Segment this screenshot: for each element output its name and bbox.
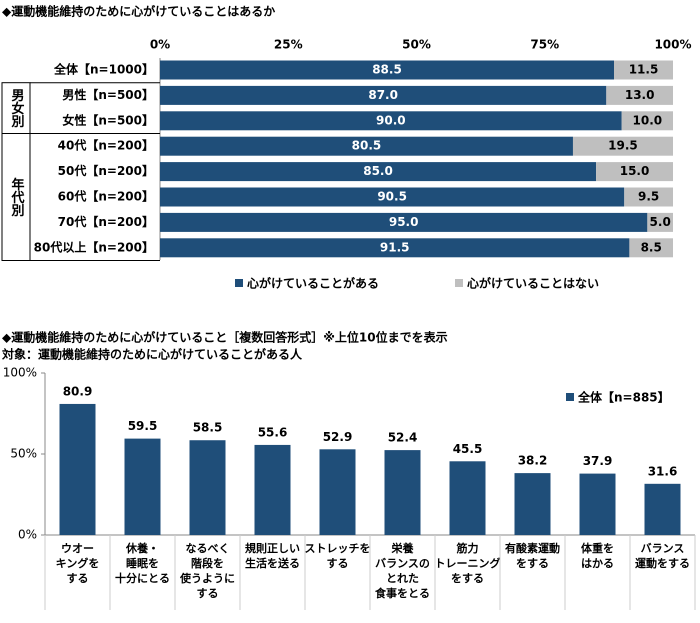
bar bbox=[189, 440, 226, 535]
chart-subtitle: 対象：運動機能維持のために心がけていることがある人 bbox=[1, 347, 303, 362]
value-label: 90.5 bbox=[377, 190, 407, 204]
value-label: 31.6 bbox=[648, 464, 678, 478]
y-tick-label: 女性【n=500】 bbox=[62, 112, 154, 127]
chart-title: ◆運動機能維持のために心がけていることはあるか bbox=[2, 4, 275, 19]
bar bbox=[644, 483, 681, 535]
value-label: 87.0 bbox=[368, 88, 398, 102]
bar bbox=[59, 403, 96, 535]
y-tick-label: 男性【n=500】 bbox=[62, 87, 154, 102]
bar bbox=[254, 444, 291, 535]
bar-segment bbox=[647, 212, 673, 232]
value-label: 15.0 bbox=[620, 164, 650, 178]
value-label: 55.6 bbox=[258, 425, 288, 439]
value-label: 52.9 bbox=[323, 430, 353, 444]
bar-segment bbox=[160, 238, 630, 258]
bar bbox=[449, 461, 486, 535]
x-tick-label: 75% bbox=[530, 38, 559, 52]
bar-segment bbox=[621, 111, 673, 131]
x-tick-label: なるべく階段を使うようにする bbox=[179, 542, 235, 600]
value-label: 13.0 bbox=[625, 88, 655, 102]
x-tick-label: 体重をはかる bbox=[581, 541, 614, 570]
x-tick-label: 25% bbox=[274, 38, 303, 52]
value-label: 5.0 bbox=[650, 215, 671, 229]
value-label: 52.4 bbox=[388, 431, 418, 445]
bar bbox=[124, 438, 161, 535]
x-tick-label: 筋力トレーニングをする bbox=[435, 541, 501, 585]
bar-segment bbox=[606, 85, 673, 105]
y-tick-label: 100% bbox=[3, 366, 37, 380]
x-tick-label: バランス運動をする bbox=[635, 542, 690, 570]
y-tick-label: 70代【n=200】 bbox=[58, 214, 154, 229]
value-label: 91.5 bbox=[380, 240, 410, 254]
value-label: 37.9 bbox=[583, 454, 613, 468]
bar-segment bbox=[624, 187, 673, 207]
legend-swatch bbox=[455, 279, 463, 287]
bar-segment bbox=[160, 136, 573, 156]
value-label: 8.5 bbox=[641, 240, 662, 254]
value-label: 11.5 bbox=[629, 63, 659, 77]
x-tick-label: ウオーキングをする bbox=[56, 542, 100, 585]
value-label: 45.5 bbox=[453, 442, 483, 456]
x-tick-label: 50% bbox=[402, 38, 431, 52]
bar bbox=[319, 449, 356, 535]
value-label: 90.0 bbox=[376, 113, 406, 127]
value-label: 38.2 bbox=[518, 454, 548, 468]
y-tick-label: 全体【n=1000】 bbox=[53, 62, 154, 77]
bar-segment bbox=[160, 111, 622, 131]
bar-segment bbox=[160, 60, 615, 80]
value-label: 85.0 bbox=[363, 164, 393, 178]
x-tick-label: ストレッチをする bbox=[305, 542, 371, 570]
value-label: 80.9 bbox=[63, 384, 93, 398]
y-tick-label: 80代以上【n=200】 bbox=[34, 239, 154, 254]
value-label: 88.5 bbox=[372, 63, 402, 77]
bar-segment bbox=[596, 162, 673, 182]
y-tick-label: 50% bbox=[10, 447, 37, 461]
x-tick-label: 0% bbox=[150, 38, 170, 52]
x-tick-label: 100% bbox=[654, 38, 691, 52]
legend-label: 心がけていることはない bbox=[467, 276, 599, 291]
bar-segment bbox=[160, 85, 607, 105]
bar-segment bbox=[614, 60, 673, 80]
x-tick-label: 有酸素運動をする bbox=[505, 541, 560, 570]
bar-segment bbox=[160, 187, 625, 207]
value-label: 80.5 bbox=[352, 139, 382, 153]
value-label: 9.5 bbox=[638, 190, 659, 204]
bar-segment bbox=[160, 212, 648, 232]
legend-label: 心がけていることがある bbox=[247, 276, 379, 291]
value-label: 59.5 bbox=[128, 419, 158, 433]
y-tick-label: 0% bbox=[18, 528, 37, 542]
group-label: 男女別 bbox=[9, 89, 26, 129]
y-tick-label: 40代【n=200】 bbox=[58, 138, 154, 153]
legend-swatch bbox=[235, 279, 243, 287]
bar-segment bbox=[160, 162, 597, 182]
bar bbox=[514, 473, 551, 535]
value-label: 58.5 bbox=[193, 421, 223, 435]
y-tick-label: 50代【n=200】 bbox=[58, 163, 154, 178]
bar-segment bbox=[629, 238, 673, 258]
value-label: 10.0 bbox=[633, 113, 663, 127]
x-tick-label: 栄養バランスのとれた食事をとる bbox=[375, 541, 430, 600]
group-box bbox=[1, 133, 31, 261]
value-label: 95.0 bbox=[389, 215, 419, 229]
bar-segment bbox=[572, 136, 673, 156]
bar bbox=[579, 473, 616, 535]
chart-title: ◆運動機能維持のために心がけていること［複数回答形式］※上位10位までを表示 bbox=[2, 330, 448, 345]
group-label: 年代別 bbox=[9, 177, 26, 218]
value-label: 19.5 bbox=[608, 139, 638, 153]
y-tick-label: 60代【n=200】 bbox=[58, 189, 154, 204]
bar bbox=[384, 450, 421, 535]
x-tick-label: 休養・睡眠を十分にとる bbox=[115, 541, 170, 585]
legend-swatch bbox=[566, 393, 574, 401]
legend-label: 全体【n=885】 bbox=[577, 390, 670, 405]
x-tick-label: 規則正しい生活を送る bbox=[245, 541, 300, 570]
